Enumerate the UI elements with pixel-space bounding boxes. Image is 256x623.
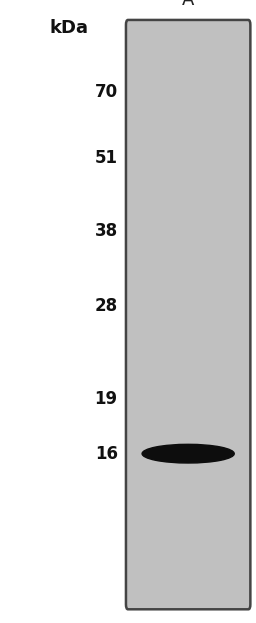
Text: A: A xyxy=(182,0,194,9)
Text: 51: 51 xyxy=(95,149,118,167)
Text: 19: 19 xyxy=(95,389,118,407)
Text: 70: 70 xyxy=(95,83,118,100)
Text: 28: 28 xyxy=(95,297,118,315)
Text: 16: 16 xyxy=(95,445,118,463)
FancyBboxPatch shape xyxy=(126,20,250,609)
Ellipse shape xyxy=(142,444,234,463)
Text: kDa: kDa xyxy=(50,19,89,37)
Text: 38: 38 xyxy=(95,222,118,240)
